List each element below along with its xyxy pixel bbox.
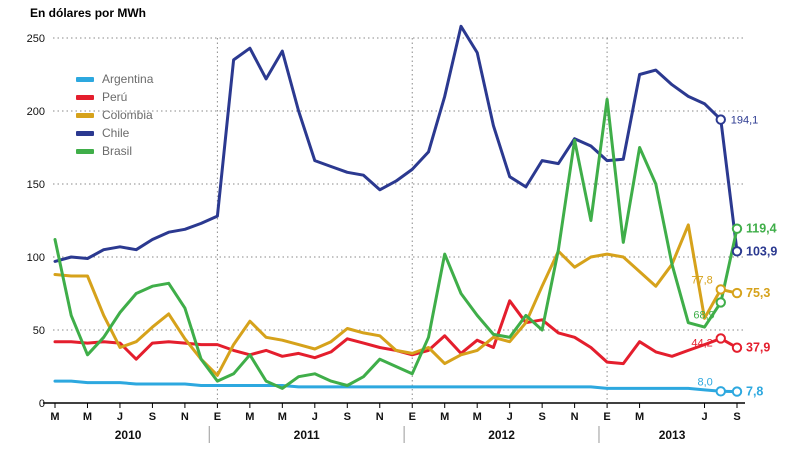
end-label-argentina-final: 7,8 bbox=[746, 385, 763, 399]
series-line-chile bbox=[53, 24, 739, 263]
series-line-peru bbox=[53, 299, 739, 366]
end-marker-brasil-prev bbox=[715, 297, 726, 308]
legend-swatch-brasil bbox=[76, 148, 94, 154]
x-tick-label: J bbox=[507, 411, 513, 423]
end-label-argentina-prev: 8,0 bbox=[697, 376, 712, 388]
end-marker-peru-final bbox=[731, 342, 743, 353]
x-tick-label: J bbox=[312, 411, 318, 423]
end-marker-argentina-prev bbox=[715, 386, 726, 397]
x-tick-label: M bbox=[245, 411, 254, 423]
series-line-argentina bbox=[53, 379, 739, 394]
x-tick-label: J bbox=[117, 411, 123, 423]
legend-label-chile: Chile bbox=[102, 126, 130, 140]
year-label: 2011 bbox=[294, 428, 320, 442]
x-tick-label: E bbox=[603, 411, 610, 423]
y-axis-label: 0 bbox=[39, 398, 45, 410]
end-label-brasil-final: 119,4 bbox=[746, 222, 777, 236]
year-label: 2012 bbox=[488, 428, 515, 442]
x-tick-label: N bbox=[376, 411, 384, 423]
x-tick-label: M bbox=[635, 411, 644, 423]
x-tick-label: J bbox=[701, 411, 707, 423]
legend-label-colombia: Colombia bbox=[102, 108, 153, 122]
x-tick-label: M bbox=[278, 411, 287, 423]
x-tick-label: M bbox=[473, 411, 482, 423]
x-tick-label: S bbox=[149, 411, 156, 423]
x-tick-label: S bbox=[733, 411, 740, 423]
end-label-brasil-prev: 68,9 bbox=[693, 309, 714, 321]
end-label-colombia-final: 75,3 bbox=[746, 286, 770, 300]
legend-item-colombia: Colombia bbox=[76, 106, 153, 124]
legend-item-chile: Chile bbox=[76, 124, 153, 142]
x-tick-label: E bbox=[214, 411, 221, 423]
end-label-chile-final: 103,9 bbox=[746, 244, 777, 258]
x-tick-label: N bbox=[571, 411, 579, 423]
year-label: 2013 bbox=[659, 428, 686, 442]
end-label-peru-prev: 44,2 bbox=[691, 337, 712, 349]
legend-item-brasil: Brasil bbox=[76, 142, 153, 160]
series-line-colombia bbox=[53, 223, 739, 377]
x-tick-label: N bbox=[181, 411, 189, 423]
legend-swatch-colombia bbox=[76, 112, 94, 118]
year-label: 2010 bbox=[115, 428, 142, 442]
legend-label-peru: Perú bbox=[102, 90, 128, 104]
x-tick-label: S bbox=[538, 411, 545, 423]
legend-item-peru: Perú bbox=[76, 88, 153, 106]
legend-label-argentina: Argentina bbox=[102, 72, 154, 86]
end-marker-chile-prev bbox=[715, 114, 726, 125]
end-marker-colombia-prev bbox=[715, 284, 726, 295]
legend-swatch-peru bbox=[76, 94, 94, 100]
end-marker-colombia-final bbox=[731, 287, 743, 299]
legend-swatch-argentina bbox=[76, 76, 94, 82]
x-tick-label: E bbox=[409, 411, 416, 423]
legend-label-brasil: Brasil bbox=[102, 144, 133, 158]
end-marker-brasil-final bbox=[731, 223, 743, 234]
end-marker-peru-prev bbox=[715, 333, 726, 344]
y-axis-label: 100 bbox=[27, 252, 45, 264]
end-label-peru-final: 37,9 bbox=[746, 341, 770, 355]
y-axis-label: 200 bbox=[27, 106, 45, 118]
y-axis-label: 150 bbox=[27, 179, 45, 191]
x-tick-label: M bbox=[440, 411, 449, 423]
series-line-brasil bbox=[53, 97, 739, 390]
legend-swatch-chile bbox=[76, 130, 94, 136]
x-tick-label: M bbox=[83, 411, 92, 423]
y-axis-label: 250 bbox=[27, 33, 45, 45]
chart-title: En dólares por MWh bbox=[30, 6, 147, 20]
end-marker-chile-final bbox=[731, 246, 743, 257]
end-marker-argentina-final bbox=[731, 386, 743, 397]
x-tick-label: M bbox=[50, 411, 59, 423]
x-tick-label: S bbox=[344, 411, 351, 423]
legend: Argentina Perú Colombia Chile Brasil bbox=[76, 70, 153, 160]
y-axis-label: 50 bbox=[33, 325, 45, 337]
end-label-colombia-prev: 77,8 bbox=[691, 274, 712, 286]
end-label-chile-prev: 194,1 bbox=[731, 115, 759, 127]
legend-item-argentina: Argentina bbox=[76, 70, 153, 88]
